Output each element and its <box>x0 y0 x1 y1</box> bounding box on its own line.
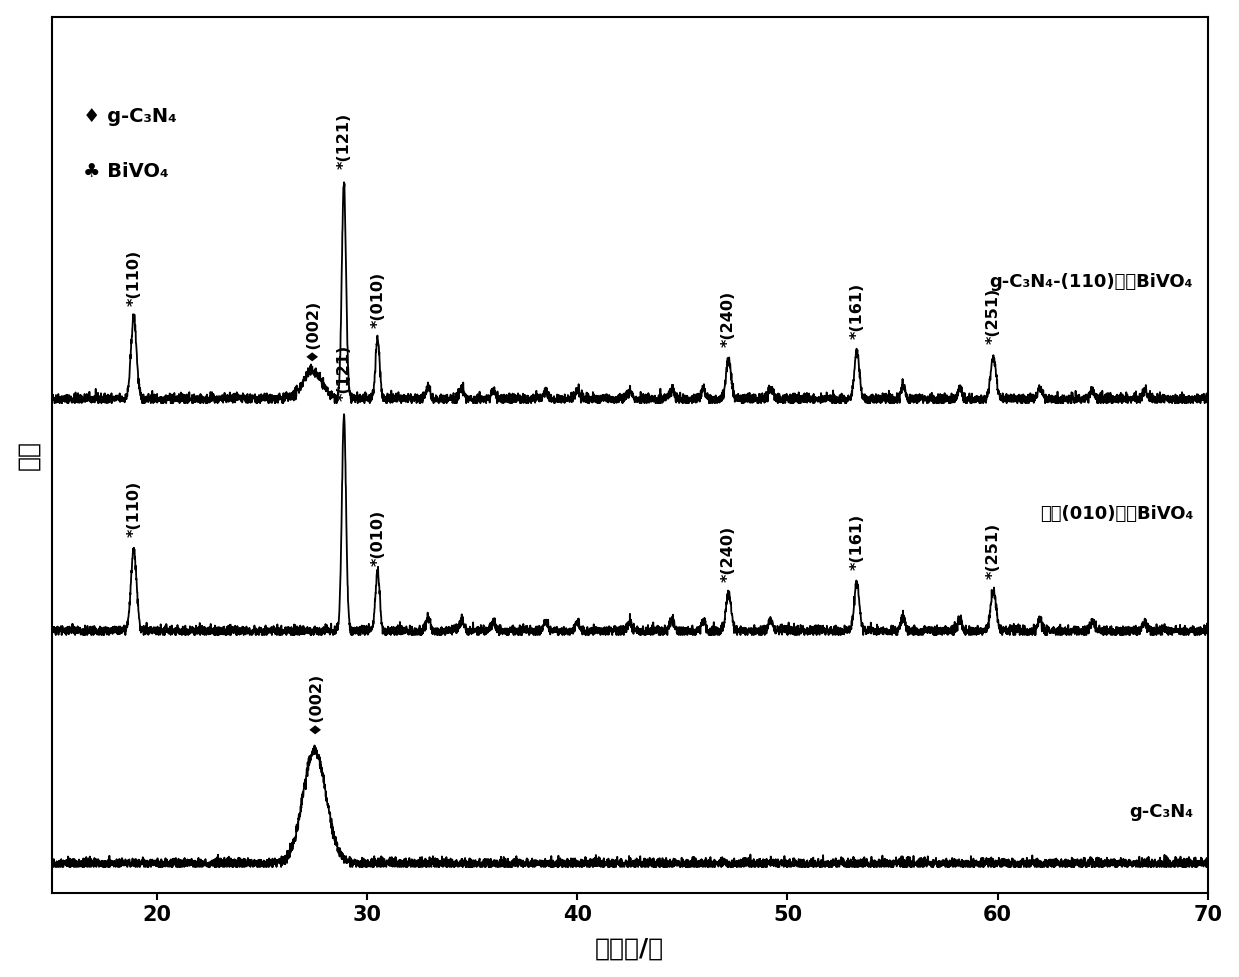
Text: ♦(002): ♦(002) <box>304 299 318 361</box>
Text: *(161): *(161) <box>849 514 865 571</box>
Text: *(161): *(161) <box>849 283 865 339</box>
Text: ♦ g-C₃N₄: ♦ g-C₃N₄ <box>83 106 177 126</box>
Text: *(010): *(010) <box>372 272 387 328</box>
Text: *(121): *(121) <box>337 112 352 169</box>
Text: 暴露(010)晶面BiVO₄: 暴露(010)晶面BiVO₄ <box>1040 504 1193 523</box>
Text: *(251): *(251) <box>986 288 1001 344</box>
Text: *(251): *(251) <box>986 523 1001 579</box>
Text: *(121): *(121) <box>337 345 352 401</box>
Text: *(110): *(110) <box>126 481 141 537</box>
X-axis label: 衍射角/度: 衍射角/度 <box>595 936 664 960</box>
Text: *(010): *(010) <box>372 509 387 566</box>
Text: g-C₃N₄-(110)晶面BiVO₄: g-C₃N₄-(110)晶面BiVO₄ <box>990 273 1193 291</box>
Text: *(110): *(110) <box>126 250 141 306</box>
Text: *(240): *(240) <box>721 526 736 581</box>
Text: ♦(002): ♦(002) <box>307 672 322 735</box>
Text: g-C₃N₄: g-C₃N₄ <box>1129 803 1193 821</box>
Text: ♣ BiVO₄: ♣ BiVO₄ <box>83 162 169 181</box>
Text: *(240): *(240) <box>721 291 736 347</box>
Y-axis label: 强度: 强度 <box>16 440 41 470</box>
